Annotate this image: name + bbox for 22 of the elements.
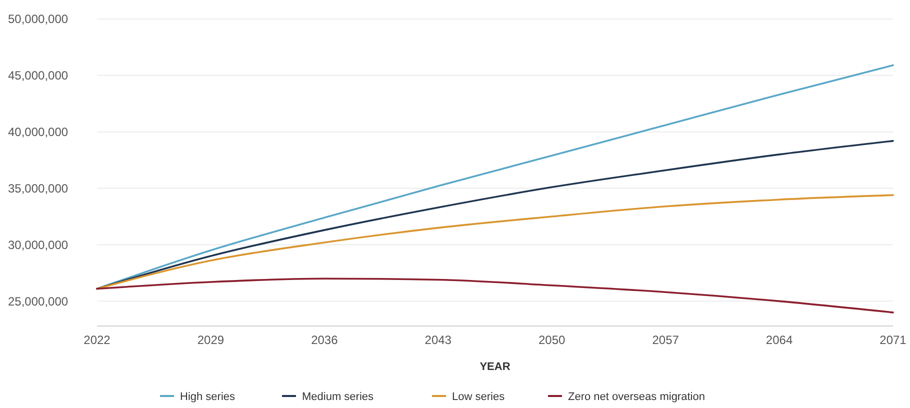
x-tick-label: 2071	[880, 333, 907, 347]
y-tick-label: 50,000,000	[8, 12, 68, 26]
x-tick-label: 2029	[197, 333, 224, 347]
legend-label: Low series	[452, 390, 506, 403]
line-series	[96, 194, 894, 290]
y-tick-label: 30,000,000	[8, 238, 68, 252]
y-tick-label: 45,000,000	[8, 68, 68, 83]
x-tick-label: 2050	[538, 333, 566, 347]
y-tick-label: 40,000,000	[8, 125, 68, 140]
x-tick-label: 2043	[424, 333, 452, 347]
line-series	[96, 64, 894, 290]
legend-label: High series	[180, 390, 236, 403]
x-tick-label: 2064	[766, 333, 793, 347]
x-tick-label: 2057	[652, 333, 680, 347]
y-tick-label: 35,000,000	[8, 182, 68, 196]
line-series	[96, 278, 894, 314]
x-axis-title: YEAR	[480, 361, 510, 373]
legend-label: Zero net overseas migration	[568, 390, 705, 403]
legend-label: Medium series	[302, 390, 374, 403]
y-tick-label: 25,000,000	[8, 294, 68, 308]
x-tick-label: 2022	[84, 333, 111, 347]
x-tick-label: 2036	[311, 333, 338, 347]
